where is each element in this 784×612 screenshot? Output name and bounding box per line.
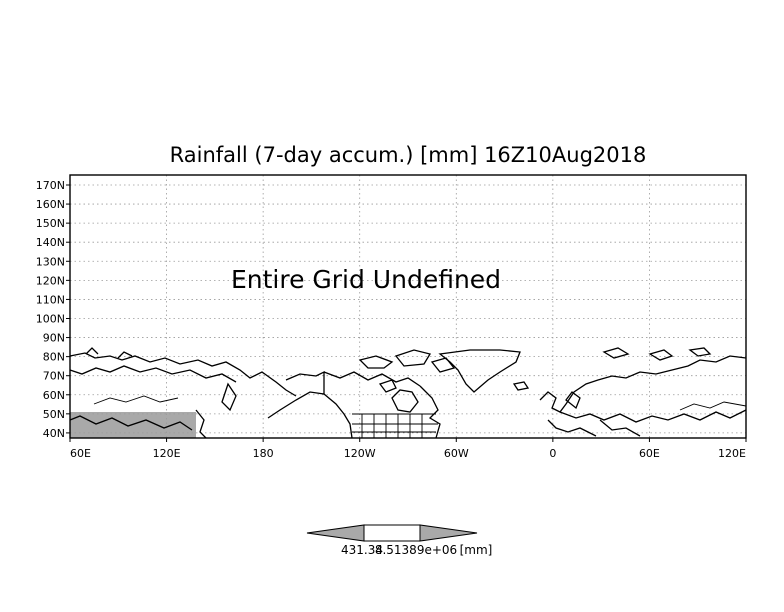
colorbar: 431.34 8.51389e+06 [mm] [306, 524, 493, 557]
colorbar-label-overlap: 8.51389e+06 [375, 543, 457, 557]
longitude-label: 60E [70, 447, 91, 460]
map-title: Rainfall (7-day accum.) [mm] 16Z10Aug201… [170, 143, 647, 167]
longitude-label: 120E [718, 447, 746, 460]
longitude-label: 60E [639, 447, 660, 460]
colorbar-right-arrow [419, 524, 478, 542]
latitude-label: 130N [36, 255, 65, 268]
latitude-label: 140N [36, 236, 65, 249]
longitude-label: 180 [253, 447, 274, 460]
coastlines [69, 347, 747, 439]
latitude-label: 160N [36, 198, 65, 211]
longitude-label: 0 [549, 447, 556, 460]
colorbar-unit-label: [mm] [460, 543, 493, 557]
latitude-label: 110N [36, 293, 65, 306]
latitude-label: 40N [43, 427, 65, 440]
latitude-label: 80N [43, 351, 65, 364]
longitude-label: 120W [344, 447, 376, 460]
latitude-label: 70N [43, 370, 65, 383]
latitude-label: 90N [43, 332, 65, 345]
longitude-label: 60W [444, 447, 469, 460]
latitude-label: 170N [36, 179, 65, 192]
colorbar-left-arrow [306, 524, 365, 542]
graticule [70, 175, 746, 438]
longitude-label: 120E [153, 447, 181, 460]
latitude-label: 50N [43, 408, 65, 421]
undefined-grid-message: Entire Grid Undefined [231, 265, 501, 294]
latitude-labels: 170N 160N 150N 140N 130N 120N 110N 100N 90N 80N 70… [36, 179, 70, 440]
longitude-labels: 60E 120E 180 120W 60W 0 60E 120E [69, 438, 747, 460]
colorbar-label-left: 431.34 [341, 543, 383, 557]
latitude-label: 100N [36, 312, 65, 325]
latitude-label: 150N [36, 217, 65, 230]
colorbar-center-box [363, 524, 421, 542]
latitude-label: 120N [36, 274, 65, 287]
latitude-label: 60N [43, 389, 65, 402]
map-frame [69, 174, 747, 439]
